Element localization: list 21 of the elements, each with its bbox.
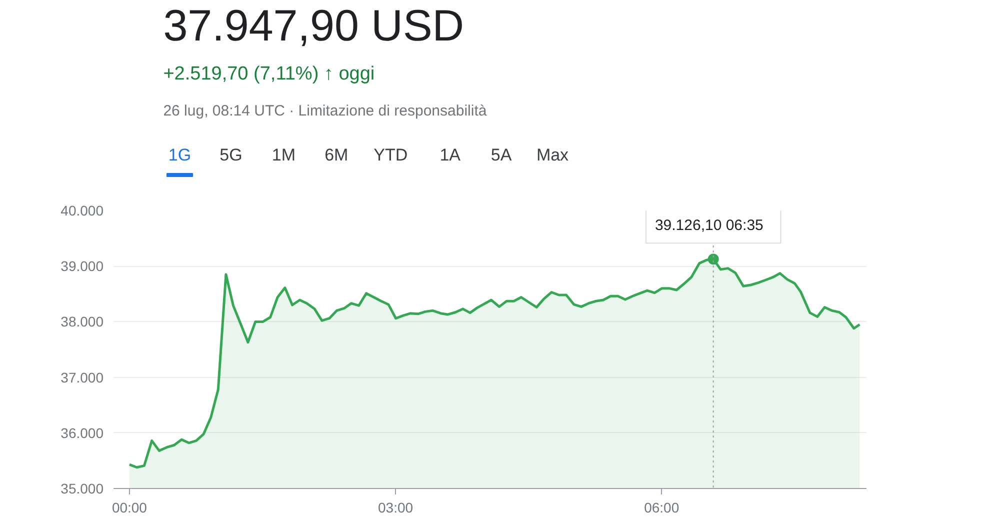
x-tick-label: 03:00 bbox=[378, 500, 414, 516]
text: Max bbox=[536, 146, 570, 164]
chart-title: 37.947,90 USD bbox=[163, 2, 464, 50]
y-tick-label: 40.000 bbox=[60, 202, 104, 218]
y-tick-label: 36.000 bbox=[60, 424, 104, 441]
chart-subtitle: +2.519,70 (7,11%) ↑ oggi bbox=[163, 64, 375, 84]
text: 1M bbox=[272, 146, 296, 164]
x-tick-label: 00:00 bbox=[112, 500, 148, 516]
text: 5A bbox=[490, 146, 512, 164]
annotation: 39.126,10 06:35 bbox=[654, 217, 764, 234]
text: 1A bbox=[440, 146, 462, 164]
text: YTD bbox=[374, 146, 408, 164]
y-tick-label: 39.000 bbox=[60, 258, 104, 274]
y-tick-label: 37.000 bbox=[60, 369, 104, 386]
text: 26 lug, 08:14 UTC · Limitazione di responsabilità bbox=[163, 102, 488, 120]
y-tick-label: 38.000 bbox=[60, 314, 104, 330]
text: 5G bbox=[220, 146, 242, 164]
text: 6M bbox=[324, 146, 348, 164]
x-tick-label: 06:00 bbox=[644, 500, 680, 516]
text: 1G bbox=[168, 146, 192, 164]
y-tick-label: 35.000 bbox=[60, 480, 104, 496]
